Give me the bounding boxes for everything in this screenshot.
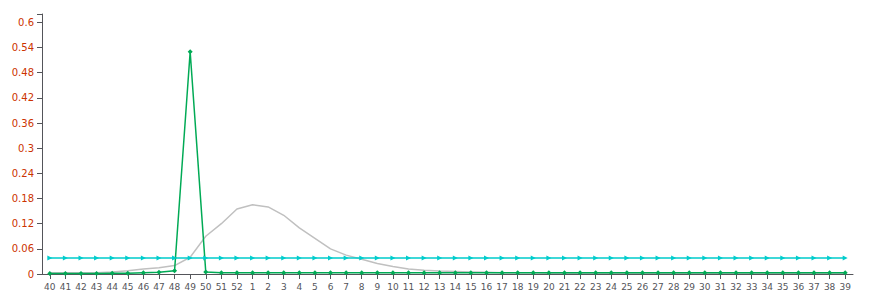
- svg-text:32: 32: [730, 282, 741, 292]
- svg-text:40: 40: [44, 282, 56, 292]
- svg-text:5: 5: [312, 282, 318, 292]
- svg-text:16: 16: [481, 282, 493, 292]
- svg-text:25: 25: [621, 282, 632, 292]
- svg-text:8: 8: [359, 282, 365, 292]
- svg-text:44: 44: [106, 282, 118, 292]
- svg-text:19: 19: [528, 282, 540, 292]
- svg-text:50: 50: [200, 282, 212, 292]
- svg-text:45: 45: [122, 282, 133, 292]
- svg-text:43: 43: [91, 282, 102, 292]
- svg-text:0.54: 0.54: [12, 42, 34, 53]
- svg-text:3: 3: [281, 282, 287, 292]
- svg-text:11: 11: [403, 282, 414, 292]
- svg-text:12: 12: [418, 282, 429, 292]
- svg-text:15: 15: [465, 282, 476, 292]
- svg-text:47: 47: [153, 282, 164, 292]
- svg-text:37: 37: [808, 282, 819, 292]
- svg-text:21: 21: [559, 282, 570, 292]
- svg-text:28: 28: [668, 282, 680, 292]
- svg-text:29: 29: [684, 282, 696, 292]
- svg-text:10: 10: [387, 282, 399, 292]
- svg-text:39: 39: [839, 282, 851, 292]
- svg-text:23: 23: [590, 282, 601, 292]
- svg-text:0.24: 0.24: [12, 168, 34, 179]
- svg-text:0.6: 0.6: [18, 17, 34, 28]
- svg-text:48: 48: [169, 282, 181, 292]
- svg-text:0.36: 0.36: [12, 118, 34, 129]
- svg-text:6: 6: [328, 282, 334, 292]
- svg-text:46: 46: [138, 282, 150, 292]
- svg-text:22: 22: [574, 282, 585, 292]
- svg-text:13: 13: [434, 282, 445, 292]
- svg-text:0.12: 0.12: [12, 218, 34, 229]
- svg-text:38: 38: [824, 282, 836, 292]
- svg-text:9: 9: [374, 282, 380, 292]
- svg-text:4: 4: [296, 282, 302, 292]
- svg-text:0.48: 0.48: [12, 67, 34, 78]
- svg-text:14: 14: [450, 282, 462, 292]
- svg-text:0: 0: [28, 269, 34, 280]
- svg-text:31: 31: [715, 282, 726, 292]
- svg-text:51: 51: [216, 282, 227, 292]
- svg-text:36: 36: [793, 282, 805, 292]
- svg-text:24: 24: [606, 282, 618, 292]
- svg-text:17: 17: [496, 282, 507, 292]
- svg-text:26: 26: [637, 282, 649, 292]
- svg-text:42: 42: [75, 282, 86, 292]
- svg-text:18: 18: [512, 282, 524, 292]
- svg-text:52: 52: [231, 282, 242, 292]
- svg-text:27: 27: [652, 282, 663, 292]
- svg-text:0.18: 0.18: [12, 193, 34, 204]
- svg-text:35: 35: [777, 282, 788, 292]
- svg-text:49: 49: [184, 282, 196, 292]
- svg-text:30: 30: [699, 282, 711, 292]
- svg-text:0.3: 0.3: [18, 143, 34, 154]
- svg-text:34: 34: [761, 282, 773, 292]
- svg-text:0.06: 0.06: [12, 243, 34, 254]
- svg-text:1: 1: [250, 282, 256, 292]
- svg-text:7: 7: [343, 282, 349, 292]
- svg-text:2: 2: [265, 282, 271, 292]
- svg-text:33: 33: [746, 282, 757, 292]
- svg-text:41: 41: [60, 282, 71, 292]
- svg-text:20: 20: [543, 282, 555, 292]
- svg-text:0.42: 0.42: [12, 92, 34, 103]
